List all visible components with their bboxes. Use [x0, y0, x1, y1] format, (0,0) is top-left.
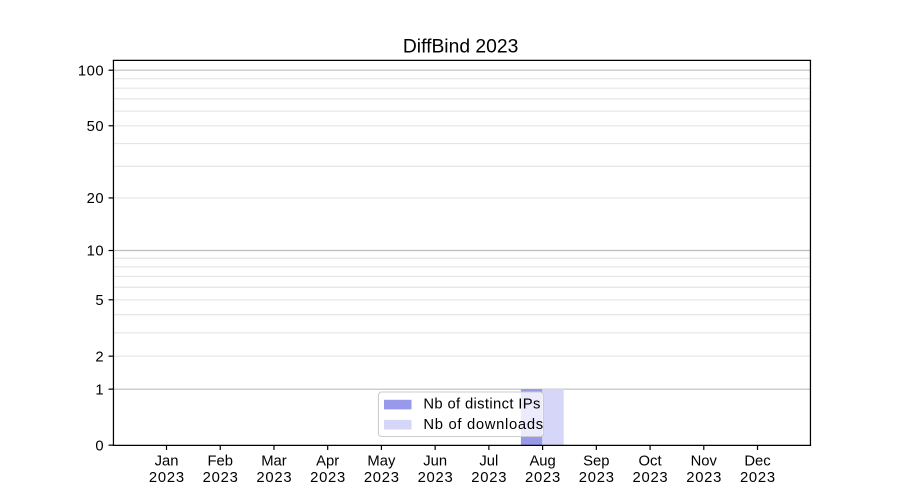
svg-text:Nb of distinct IPs: Nb of distinct IPs [423, 396, 540, 412]
svg-text:May: May [367, 454, 396, 470]
svg-text:2023: 2023 [632, 470, 668, 486]
svg-text:2023: 2023 [364, 470, 400, 486]
svg-text:Nb of downloads: Nb of downloads [423, 417, 543, 433]
svg-text:Dec: Dec [744, 454, 771, 470]
svg-text:2023: 2023 [149, 470, 185, 486]
svg-text:Jul: Jul [479, 454, 498, 470]
svg-text:Nov: Nov [691, 454, 718, 470]
svg-text:2023: 2023 [525, 470, 561, 486]
svg-text:Aug: Aug [529, 454, 555, 470]
svg-text:2023: 2023 [686, 470, 722, 486]
svg-text:2023: 2023 [203, 470, 239, 486]
svg-text:0: 0 [95, 438, 104, 454]
svg-text:100: 100 [78, 63, 104, 79]
svg-text:20: 20 [87, 191, 104, 207]
svg-text:Oct: Oct [639, 454, 662, 470]
svg-text:Jun: Jun [423, 454, 447, 470]
svg-text:50: 50 [87, 119, 104, 135]
svg-text:2023: 2023 [740, 470, 776, 486]
svg-text:1: 1 [95, 382, 104, 398]
svg-text:2023: 2023 [310, 470, 346, 486]
svg-text:Jan: Jan [155, 454, 179, 470]
svg-text:Feb: Feb [207, 454, 233, 470]
svg-text:DiffBind 2023: DiffBind 2023 [403, 36, 518, 57]
svg-text:2: 2 [95, 349, 104, 365]
svg-text:2023: 2023 [471, 470, 507, 486]
svg-text:Mar: Mar [261, 454, 287, 470]
svg-text:2023: 2023 [418, 470, 454, 486]
svg-text:10: 10 [87, 244, 104, 260]
svg-text:5: 5 [95, 293, 104, 309]
svg-text:2023: 2023 [256, 470, 292, 486]
svg-text:Apr: Apr [316, 454, 339, 470]
svg-text:Sep: Sep [583, 454, 609, 470]
svg-text:2023: 2023 [579, 470, 615, 486]
